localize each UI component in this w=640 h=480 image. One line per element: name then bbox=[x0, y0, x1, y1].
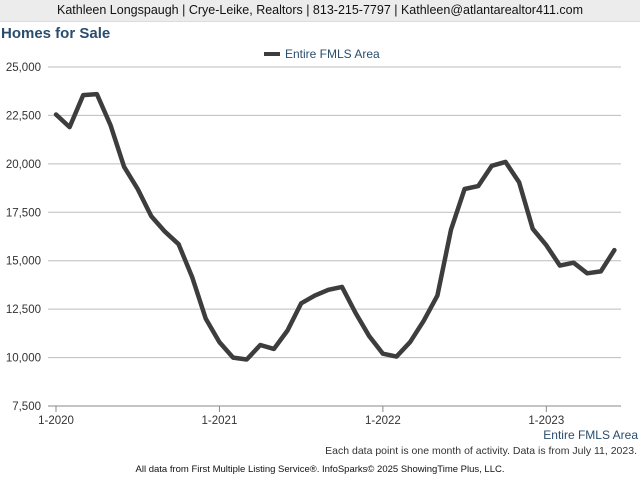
y-tick-label: 25,000 bbox=[6, 62, 41, 74]
legend-line-swatch bbox=[264, 52, 280, 56]
data-note: Each data point is one month of activity… bbox=[325, 445, 637, 457]
y-tick-label: 10,000 bbox=[6, 353, 41, 365]
y-tick-label: 22,500 bbox=[6, 110, 41, 122]
legend-label: Entire FMLS Area bbox=[285, 47, 380, 61]
y-tick-label: 17,500 bbox=[6, 207, 41, 219]
x-tick-label: 1-2021 bbox=[202, 415, 238, 427]
y-tick-label: 7,500 bbox=[12, 401, 41, 413]
x-tick-label: 1-2020 bbox=[38, 415, 74, 427]
series-line bbox=[53, 91, 617, 362]
y-tick-label: 15,000 bbox=[6, 256, 41, 268]
area-label: Entire FMLS Area bbox=[543, 428, 638, 442]
y-tick-label: 12,500 bbox=[6, 304, 41, 316]
chart-title: Homes for Sale bbox=[1, 25, 111, 42]
chart-legend: Entire FMLS Area bbox=[264, 46, 380, 62]
data-source: All data from First Multiple Listing Ser… bbox=[135, 464, 505, 475]
y-tick-label: 20,000 bbox=[6, 159, 41, 171]
x-tick-label: 1-2022 bbox=[365, 415, 401, 427]
agent-info-bar: Kathleen Longspaugh | Crye-Leike, Realto… bbox=[0, 0, 640, 22]
x-tick-label: 1-2023 bbox=[528, 415, 564, 427]
